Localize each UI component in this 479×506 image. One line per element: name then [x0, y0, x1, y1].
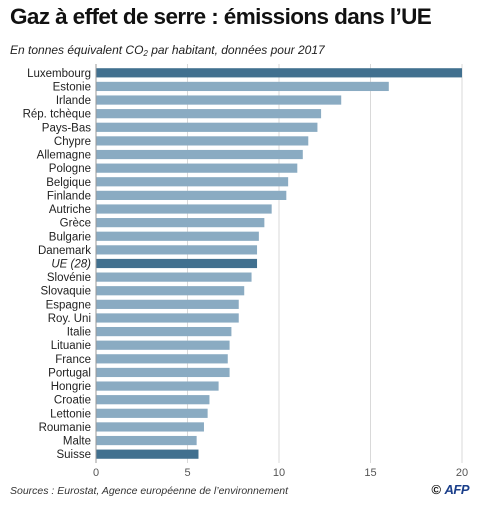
bar-roy-uni — [96, 313, 239, 323]
bar-autriche — [96, 204, 272, 214]
bar-roumanie — [96, 422, 204, 432]
bar-pays-bas — [96, 122, 318, 132]
bar-belgique — [96, 177, 289, 187]
bar-croatie — [96, 395, 210, 405]
bar-allemagne — [96, 149, 303, 160]
x-tick-label-15: 15 — [364, 467, 376, 479]
category-label-malte: Malte — [63, 436, 91, 448]
category-label-allemagne: Allemagne — [37, 150, 91, 162]
bar-italie — [96, 326, 232, 337]
category-label-roy-uni: Roy. Uni — [48, 313, 91, 325]
x-tick-label-5: 5 — [184, 467, 190, 479]
bar-danemark — [96, 245, 258, 255]
category-label-bulgarie: Bulgarie — [49, 231, 91, 243]
category-label-portugal: Portugal — [48, 367, 91, 379]
category-label-roumanie: Roumanie — [39, 422, 91, 434]
bar-lituanie — [96, 340, 230, 350]
category-label-danemark: Danemark — [38, 245, 91, 257]
x-tick-label-0: 0 — [93, 467, 99, 479]
x-tick-label-20: 20 — [456, 467, 468, 479]
category-label-chypre: Chypre — [54, 136, 91, 148]
category-label-finlande: Finlande — [47, 190, 91, 202]
category-label-slovaquie: Slovaquie — [40, 286, 91, 298]
category-label-hongrie: Hongrie — [51, 381, 91, 393]
x-tick-label-10: 10 — [273, 467, 285, 479]
bar-lettonie — [96, 408, 208, 418]
afp-logo: AFP — [444, 482, 470, 497]
subtitle-subscript: 2 — [143, 49, 148, 58]
category-label-france: France — [55, 354, 91, 366]
category-label-belgique: Belgique — [46, 177, 91, 189]
category-label-croatie: Croatie — [54, 395, 91, 407]
bar-pologne — [96, 163, 298, 173]
bar-estonie — [96, 81, 389, 92]
copyright-symbol: © — [431, 482, 441, 497]
bar-france — [96, 354, 228, 364]
subtitle-text-end: par habitant, données pour 2017 — [147, 43, 325, 57]
bar-suisse — [96, 449, 199, 459]
chart-title: Gaz à effet de serre : émissions dans l’… — [10, 4, 432, 29]
bar-espagne — [96, 299, 239, 309]
bar-portugal — [96, 367, 230, 378]
category-label-slov-nie: Slovénie — [47, 272, 91, 284]
category-label-irlande: Irlande — [56, 95, 91, 107]
bar-chypre — [96, 136, 309, 146]
category-label-gr-ce: Grèce — [60, 218, 91, 230]
category-label-italie: Italie — [67, 327, 91, 339]
category-label-estonie: Estonie — [53, 81, 91, 93]
chart-subtitle: En tonnes équivalent CO2 par habitant, d… — [10, 43, 470, 58]
category-label-espagne: Espagne — [46, 299, 91, 311]
subtitle-text: En tonnes équivalent CO — [10, 43, 144, 57]
category-label-ue-28: UE (28) — [51, 258, 91, 270]
source-note: Sources : Eurostat, Agence européenne de… — [10, 485, 289, 497]
bar-finlande — [96, 190, 287, 200]
category-label-pays-bas: Pays-Bas — [42, 122, 91, 134]
bar-luxembourg — [96, 68, 462, 78]
category-label-pologne: Pologne — [49, 163, 91, 175]
category-label-suisse: Suisse — [56, 449, 91, 461]
category-label-lettonie: Lettonie — [50, 408, 91, 420]
bar-r-p-tch-que — [96, 109, 322, 119]
bar-malte — [96, 435, 197, 446]
bar-bulgarie — [96, 231, 259, 241]
bar-ue-28 — [96, 258, 258, 269]
category-label-lituanie: Lituanie — [51, 340, 91, 352]
bar-slov-nie — [96, 272, 252, 282]
bar-gr-ce — [96, 218, 265, 228]
category-label-r-p-tch-que: Rép. tchèque — [23, 109, 91, 121]
category-label-autriche: Autriche — [49, 204, 91, 216]
afp-credit: © AFP — [431, 482, 469, 497]
bar-hongrie — [96, 381, 219, 391]
category-label-luxembourg: Luxembourg — [27, 68, 91, 80]
bar-slovaquie — [96, 286, 245, 296]
bar-irlande — [96, 95, 342, 105]
